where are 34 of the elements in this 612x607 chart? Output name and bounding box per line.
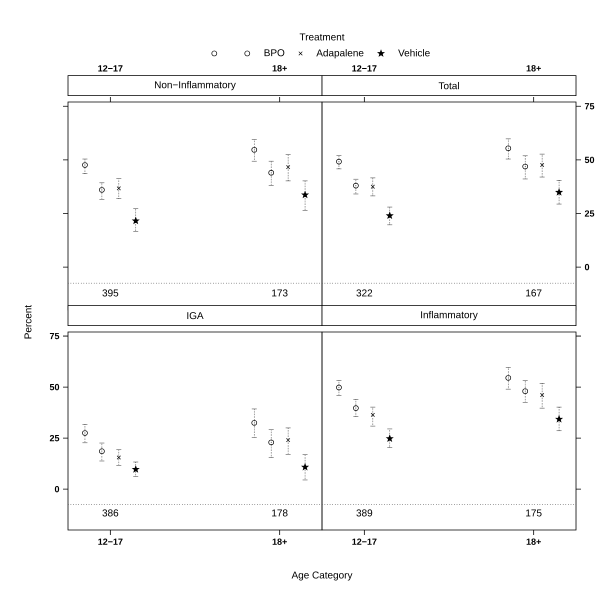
annotation: 389: [356, 509, 372, 516]
x-tick-label: 12−17: [98, 65, 123, 72]
annotation: 386: [102, 509, 118, 516]
x-tick-label: 12−17: [352, 65, 377, 72]
legend-title: Treatment: [300, 34, 344, 40]
annotation: 175: [526, 510, 542, 516]
legend-label: Adapalene: [316, 49, 364, 58]
x-axis-title: Age Category: [292, 572, 352, 581]
legend-label: Vehicle: [398, 49, 430, 56]
y-tick-label: 25: [584, 210, 594, 217]
x-tick-label: 12−17: [98, 538, 123, 545]
y-tick-label: 0: [584, 264, 590, 270]
chart-title: Inflammatory: [421, 310, 478, 320]
annotation: 178: [272, 509, 288, 516]
annotation: 322: [356, 289, 372, 296]
y-tick-label: 0: [54, 486, 60, 492]
chart-title: Non−Inflammatory: [154, 80, 236, 90]
chart-title: Total: [438, 82, 459, 90]
y-axis-title: Percent: [24, 304, 32, 338]
x-tick-label: 18+: [526, 65, 541, 72]
annotation: 167: [526, 289, 542, 296]
x-tick-label: 18+: [526, 538, 541, 545]
y-tick-label: 25: [50, 434, 60, 442]
chart-title: IGA: [187, 312, 204, 320]
y-tick-label: 50: [50, 384, 60, 390]
annotation: 173: [272, 289, 288, 296]
x-tick-label: 12−17: [352, 538, 377, 545]
x-tick-label: 18+: [272, 65, 287, 72]
y-tick-label: 75: [584, 103, 594, 110]
y-tick-label: 50: [584, 156, 594, 164]
annotation: 395: [102, 289, 118, 296]
x-tick-label: 18+: [272, 538, 287, 545]
legend-label: BPO: [264, 49, 284, 56]
y-tick-label: 75: [50, 332, 60, 340]
